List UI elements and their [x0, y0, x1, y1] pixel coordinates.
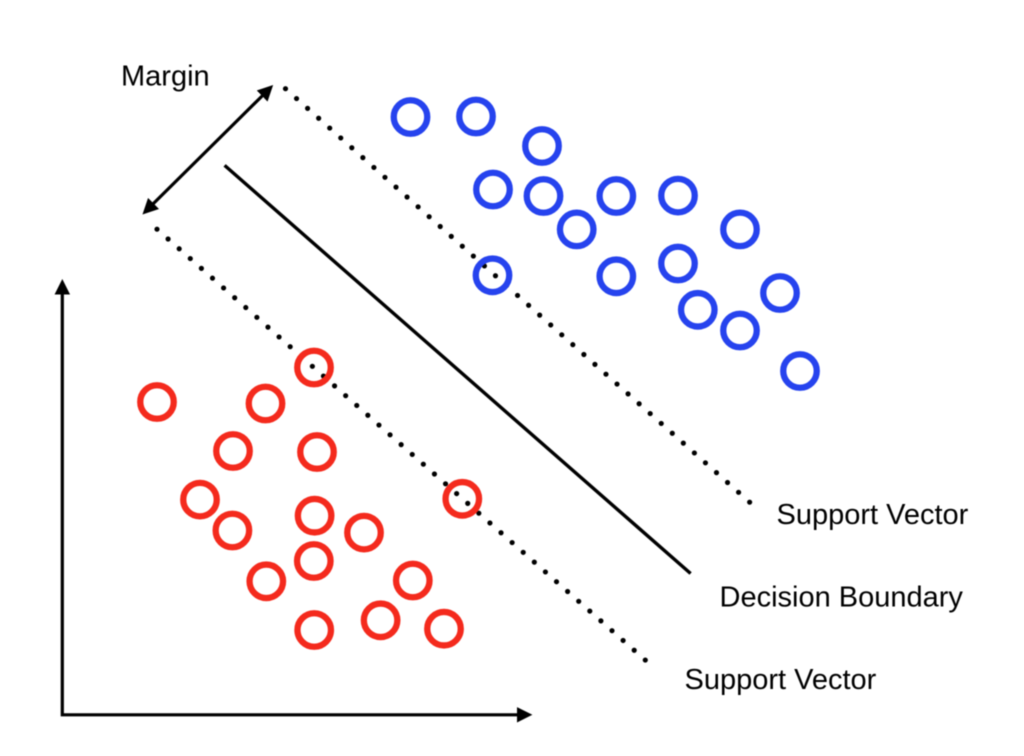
svg-text:Margin: Margin	[121, 60, 210, 92]
svg-text:Support Vector: Support Vector	[777, 499, 969, 531]
svg-text:Support Vector: Support Vector	[685, 664, 877, 696]
svg-text:Decision Boundary: Decision Boundary	[720, 582, 964, 614]
